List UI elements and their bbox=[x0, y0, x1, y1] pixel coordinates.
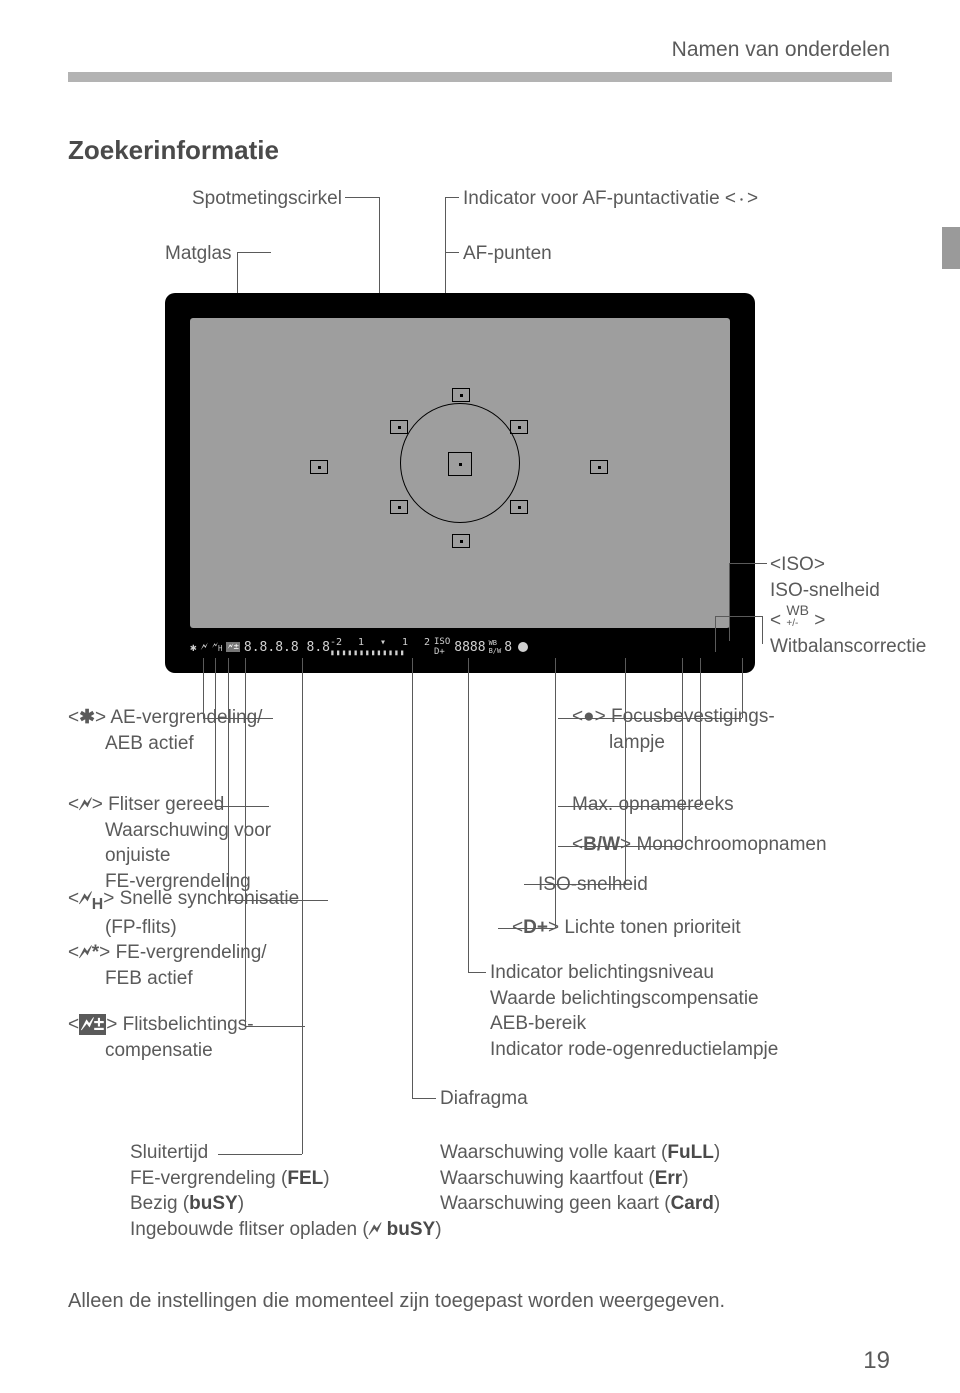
star-icon: ✱ bbox=[79, 707, 95, 728]
callout-max-burst: Max. opnamereeks bbox=[572, 792, 734, 818]
page-title: Zoekerinformatie bbox=[68, 135, 279, 166]
callout-exposure-indicator: Indicator belichtingsniveau Waarde belic… bbox=[490, 960, 778, 1063]
wb-bw-icon: WB B/W bbox=[489, 639, 502, 655]
viewfinder-diagram: ✱ 🗲 🗲H 🗲± 8.8.8.8 8.8 -2 1 ▾ 1 2 ▮▮▮▮▮▮▮… bbox=[165, 293, 755, 673]
leader-line bbox=[237, 252, 271, 253]
af-point bbox=[510, 420, 528, 434]
label-afpunten: AF-punten bbox=[463, 241, 552, 267]
callout-ae-lock: <✱> AE-vergrendeling/ AEB actief bbox=[68, 705, 262, 756]
af-point bbox=[390, 420, 408, 434]
flash-icon: 🗲 bbox=[79, 794, 92, 815]
flash-comp-icon: 🗲± bbox=[79, 1014, 106, 1035]
page-number: 19 bbox=[863, 1347, 890, 1375]
af-point bbox=[452, 388, 470, 402]
ae-lock-icon: ✱ bbox=[190, 641, 197, 654]
label-matglas: Matglas bbox=[165, 241, 232, 267]
leader-line bbox=[445, 197, 459, 198]
leader-line bbox=[445, 252, 459, 253]
leader-line bbox=[468, 972, 486, 973]
footer-text: Alleen de instellingen die momenteel zij… bbox=[68, 1290, 725, 1313]
leader-line bbox=[245, 1026, 305, 1027]
callout-fe-lock: <🗲*> FE-vergrendeling/ FEB actief bbox=[68, 940, 267, 991]
callout-focus-confirm: <●> Focusbevestigings- lampje bbox=[572, 704, 775, 755]
leader-line bbox=[729, 563, 767, 564]
header-section: Namen van onderdelen bbox=[672, 38, 890, 62]
center-af-point bbox=[448, 452, 472, 476]
af-point bbox=[452, 534, 470, 548]
leader-line bbox=[468, 658, 469, 972]
leader-line bbox=[715, 616, 763, 617]
leader-line bbox=[715, 616, 716, 652]
callout-monochrome: <B/W> Monochroomopnamen bbox=[572, 832, 827, 858]
exposure-scale: -2 1 ▾ 1 2 ▮▮▮▮▮▮▮▮▮▮▮▮▮ bbox=[330, 637, 430, 657]
af-point bbox=[390, 500, 408, 514]
label-indicator-af: Indicator voor AF-puntactivatie <> bbox=[463, 186, 758, 212]
header-bar bbox=[68, 72, 892, 82]
label-spotmeting: Spotmetingscirkel bbox=[192, 186, 342, 212]
flash-icon: 🗲 bbox=[369, 1219, 382, 1240]
side-tab bbox=[942, 227, 960, 269]
callout-iso-speed: ISO-snelheid bbox=[538, 872, 648, 898]
dot-icon: ● bbox=[583, 706, 594, 727]
segment-display-1: 8.8.8.8 8.8 bbox=[244, 640, 330, 655]
flash-comp-icon: 🗲± bbox=[226, 642, 239, 652]
leader-line bbox=[302, 658, 303, 1154]
leader-line bbox=[729, 563, 730, 641]
leader-line bbox=[412, 658, 413, 1098]
focus-confirm-dot-icon bbox=[518, 642, 528, 652]
callout-card-warnings: Waarschuwing volle kaart (FuLL) Waarschu… bbox=[440, 1140, 720, 1217]
iso-dplus-icon: ISO D+ bbox=[434, 637, 450, 657]
callout-wb: < WB+/- > Witbalanscorrectie bbox=[770, 605, 926, 659]
callout-shutter: Sluitertijd FE-vergrendeling (FEL) Bezig… bbox=[130, 1140, 442, 1243]
callout-flash-ready: <🗲> Flitser gereed Waarschuwing voor onj… bbox=[68, 792, 271, 895]
segment-display-2: 8888 bbox=[454, 640, 485, 655]
flash-ready-icon: 🗲 bbox=[201, 640, 208, 654]
af-point bbox=[510, 500, 528, 514]
burst-segment: 8 bbox=[504, 640, 512, 655]
af-point bbox=[310, 460, 328, 474]
viewfinder-inner bbox=[190, 318, 730, 628]
flash-star-icon: 🗲* bbox=[79, 942, 99, 963]
leader-line bbox=[412, 1098, 436, 1099]
leader-line bbox=[762, 616, 763, 644]
callout-aperture: Diafragma bbox=[440, 1086, 528, 1112]
viewfinder-status-bar: ✱ 🗲 🗲H 🗲± 8.8.8.8 8.8 -2 1 ▾ 1 2 ▮▮▮▮▮▮▮… bbox=[190, 631, 730, 663]
flash-h-icon: 🗲H bbox=[212, 641, 223, 653]
callout-iso: <ISO> ISO-snelheid bbox=[770, 552, 880, 603]
af-point bbox=[590, 460, 608, 474]
leader-line bbox=[345, 197, 379, 198]
callout-dplus: <D+> Lichte tonen prioriteit bbox=[512, 915, 741, 941]
callout-flash-comp: <🗲±> Flitsbelichtings- compensatie bbox=[68, 1012, 254, 1063]
callout-fast-sync: <🗲H> Snelle synchronisatie (FP-flits) bbox=[68, 886, 299, 941]
flash-h-icon: 🗲H bbox=[79, 888, 103, 909]
